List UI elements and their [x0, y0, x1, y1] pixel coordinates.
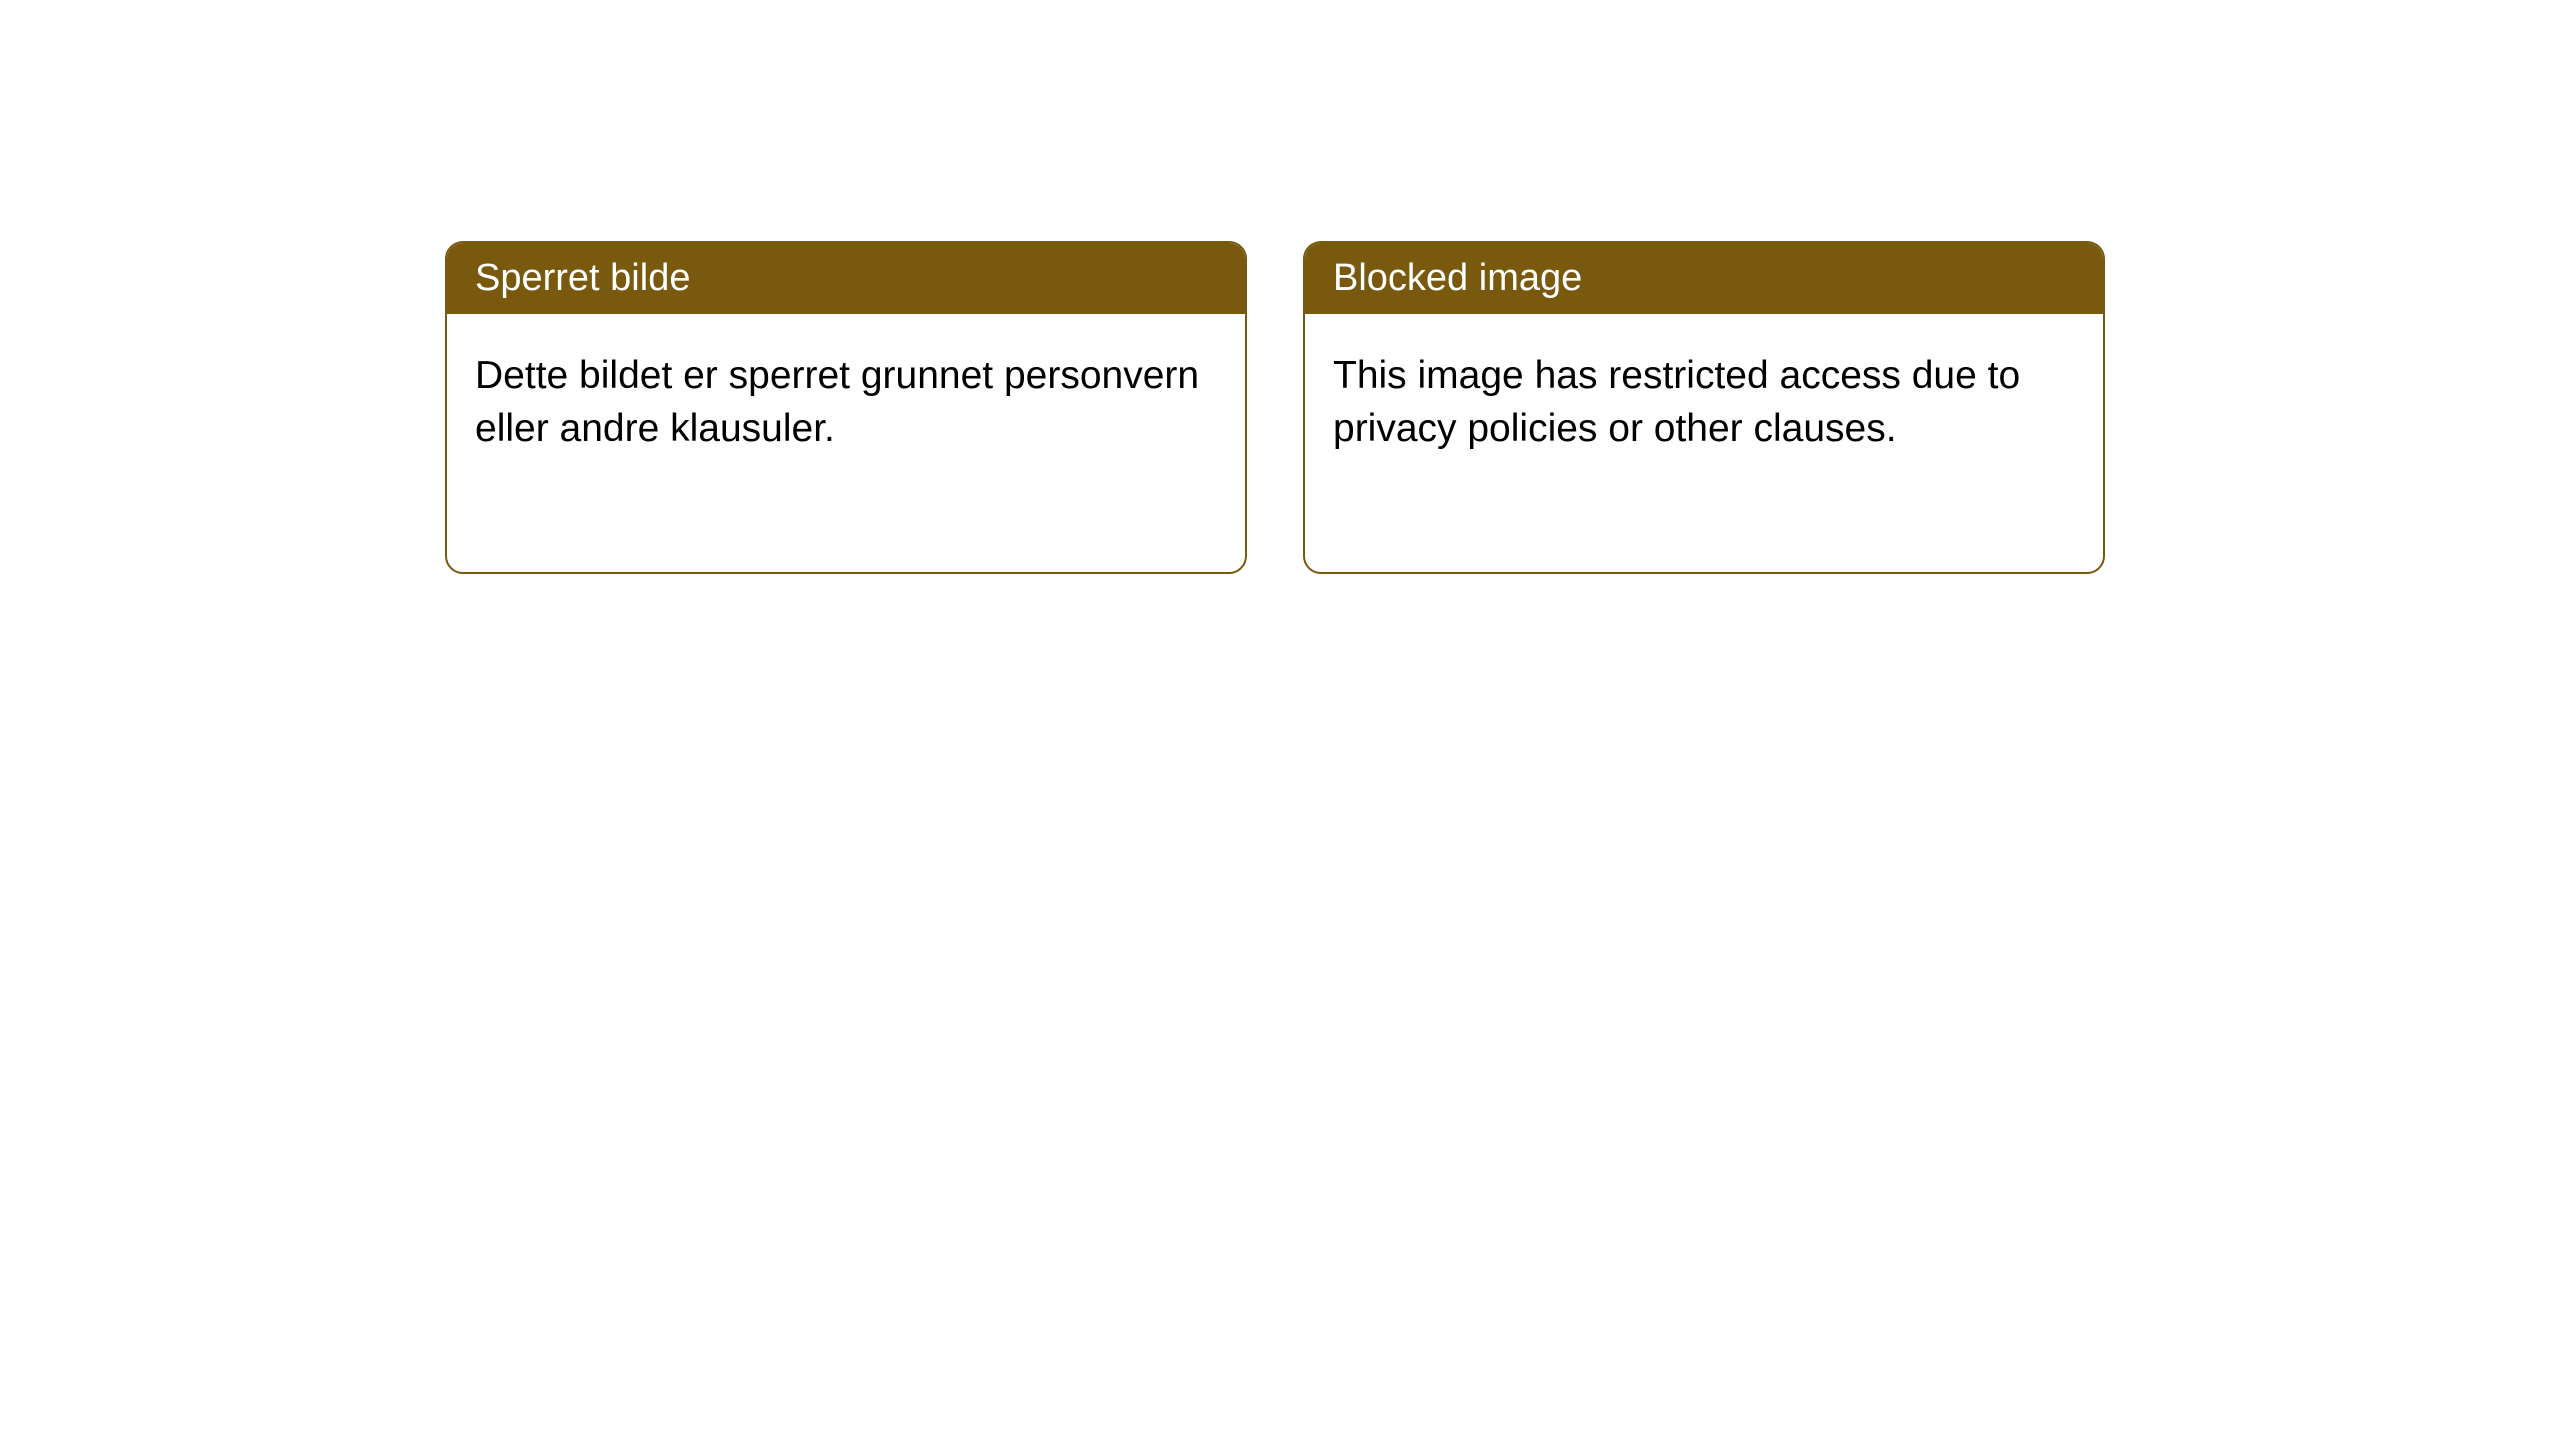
notice-card-norwegian: Sperret bilde Dette bildet er sperret gr… — [445, 241, 1247, 574]
card-title: Sperret bilde — [475, 257, 690, 299]
notice-card-english: Blocked image This image has restricted … — [1303, 241, 2105, 574]
notice-cards-container: Sperret bilde Dette bildet er sperret gr… — [445, 241, 2105, 574]
card-header: Sperret bilde — [447, 243, 1245, 314]
card-message: This image has restricted access due to … — [1333, 354, 2020, 450]
card-title: Blocked image — [1333, 257, 1582, 299]
card-message: Dette bildet er sperret grunnet personve… — [475, 354, 1199, 450]
card-header: Blocked image — [1305, 243, 2103, 314]
card-body: Dette bildet er sperret grunnet personve… — [447, 314, 1245, 491]
card-body: This image has restricted access due to … — [1305, 314, 2103, 491]
